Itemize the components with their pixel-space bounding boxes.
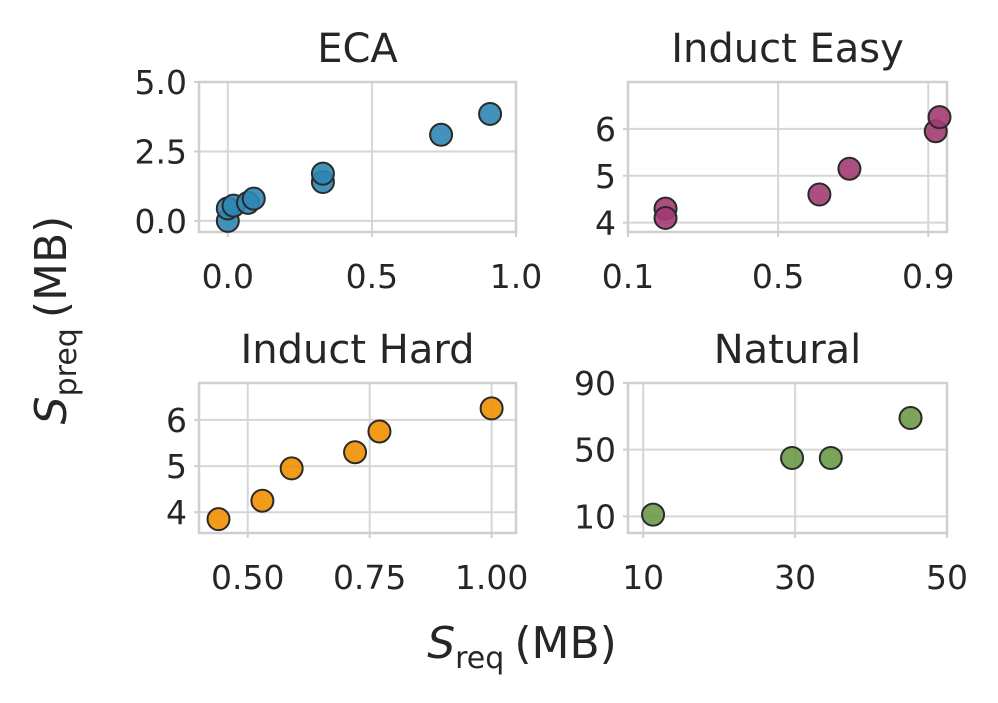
panel-induct-easy: Induct Easy 0.1 0.5 0.9 4 5 6 — [595, 26, 954, 296]
x-tick-label: 0.5 — [752, 257, 804, 296]
plot-frame — [197, 80, 518, 234]
x-axis-label-sub: req — [455, 641, 504, 676]
y-tick-label: 10 — [574, 497, 616, 536]
data-point — [653, 205, 678, 230]
x-tick-label: 0.50 — [211, 558, 284, 597]
data-point — [641, 502, 666, 527]
data-point — [241, 186, 266, 211]
data-point — [343, 440, 368, 465]
y-tick-label: 2.5 — [135, 132, 187, 171]
x-tick-label: 0.75 — [333, 558, 406, 597]
data-point — [310, 161, 335, 186]
x-tick-label: 0.1 — [602, 257, 654, 296]
y-axis-label: Spreq (MB) — [26, 216, 84, 425]
y-axis-label-unit: (MB) — [26, 216, 77, 318]
x-tick-label: 10 — [622, 558, 664, 597]
plot-frame — [626, 381, 949, 535]
plot-frame — [197, 381, 518, 535]
y-tick-label: 90 — [574, 364, 616, 403]
y-tick-label: 4 — [595, 204, 616, 243]
x-tick-label: 1.0 — [490, 257, 542, 296]
panel-title: Induct Easy — [671, 26, 904, 72]
y-tick-label: 0.0 — [135, 202, 187, 241]
y-tick-label: 6 — [166, 401, 187, 440]
x-tick-label: 0.9 — [902, 257, 954, 296]
x-tick-label: 30 — [774, 558, 816, 597]
y-tick-label: 5 — [166, 447, 187, 486]
x-axis-label-unit: (MB) — [514, 618, 616, 669]
data-point — [479, 396, 504, 421]
data-point — [206, 507, 231, 532]
x-tick-label: 0.0 — [202, 257, 254, 296]
y-tick-label: 5.0 — [135, 63, 187, 102]
panel-title: ECA — [317, 26, 398, 72]
panel-title: Natural — [714, 327, 862, 373]
y-tick-label: 6 — [595, 110, 616, 149]
data-point — [898, 406, 923, 430]
panel-induct-hard: Induct Hard 0.50 0.75 1.00 4 5 6 — [166, 327, 528, 597]
data-point — [429, 122, 454, 147]
x-tick-label: 0.5 — [346, 257, 398, 296]
panel-title: Induct Hard — [240, 327, 474, 373]
data-point — [478, 101, 503, 126]
data-point — [818, 446, 843, 470]
data-point — [780, 446, 805, 470]
y-axis-label-sub: preq — [49, 328, 84, 396]
data-point — [927, 105, 952, 130]
x-tick-label: 50 — [926, 558, 968, 597]
data-point — [367, 419, 392, 444]
data-point — [807, 182, 832, 207]
panel-natural: Natural 10 30 50 10 50 90 — [574, 327, 968, 597]
plot-frame — [626, 80, 949, 234]
x-tick-label: 1.00 — [455, 558, 528, 597]
x-axis-label: Sreq (MB) — [427, 618, 617, 676]
y-tick-label: 5 — [595, 157, 616, 196]
panel-eca: ECA 0.0 0.5 1.0 0.0 2.5 5.0 — [135, 26, 543, 296]
data-point — [837, 156, 862, 181]
data-point — [250, 488, 275, 513]
y-axis-label-base: S — [26, 396, 77, 424]
y-tick-label: 50 — [574, 431, 616, 470]
y-tick-label: 4 — [166, 493, 187, 532]
x-axis-label-base: S — [427, 618, 455, 669]
data-point — [279, 456, 304, 481]
